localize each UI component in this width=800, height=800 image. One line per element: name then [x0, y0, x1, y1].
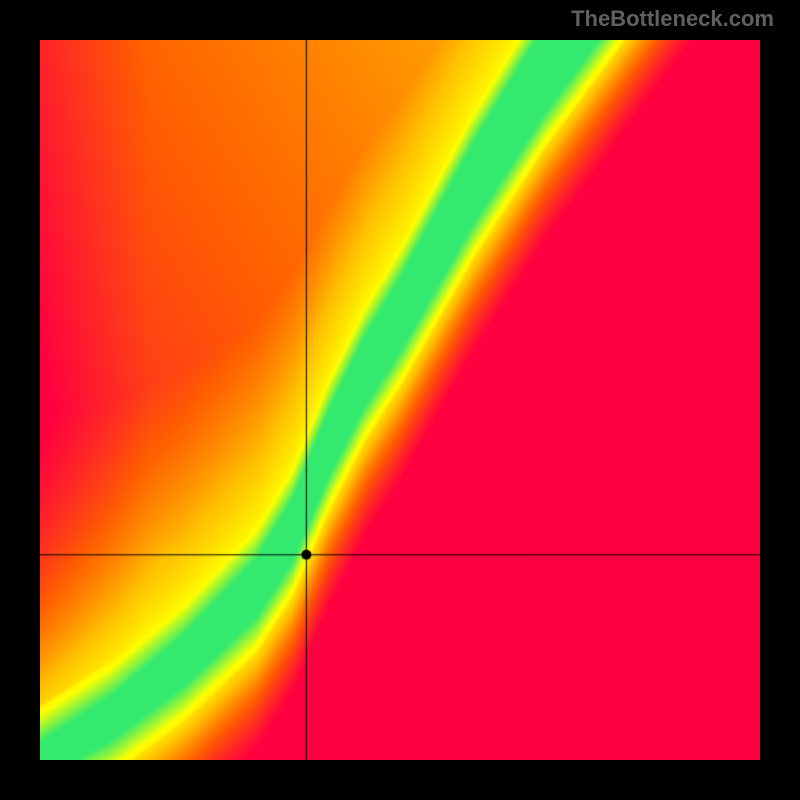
- heatmap-chart: [40, 40, 760, 760]
- watermark-text: TheBottleneck.com: [571, 6, 774, 32]
- heatmap-canvas: [40, 40, 760, 760]
